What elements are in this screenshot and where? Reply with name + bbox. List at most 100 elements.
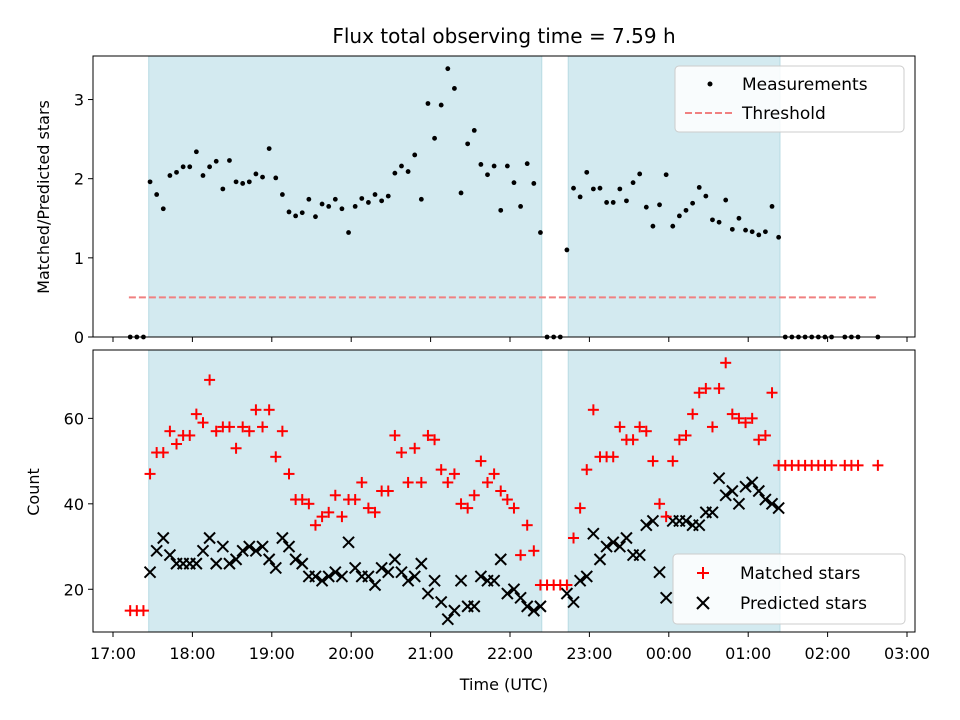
measurement-point bbox=[729, 226, 735, 232]
x-tick-label: 21:00 bbox=[408, 644, 454, 663]
predicted-star-point bbox=[620, 531, 633, 545]
matched-star-point bbox=[706, 421, 718, 433]
bottom-plot-frame bbox=[92, 349, 916, 633]
y-tick-label: 0 bbox=[74, 328, 84, 347]
legend-x-marker bbox=[696, 596, 710, 610]
measurement-point bbox=[643, 204, 649, 210]
predicted-star-point bbox=[375, 561, 388, 575]
predicted-star-point bbox=[507, 583, 521, 596]
matched-star-point bbox=[349, 494, 361, 506]
predicted-star-point bbox=[772, 501, 785, 515]
matched-star-point bbox=[243, 425, 255, 437]
measurement-point bbox=[756, 232, 762, 238]
measurement-point bbox=[207, 164, 213, 170]
measurement-point bbox=[372, 192, 378, 197]
matched-star-point bbox=[316, 511, 328, 523]
measurement-point bbox=[610, 200, 616, 205]
measurement-point bbox=[710, 217, 715, 223]
x-tick-label: 23:00 bbox=[566, 644, 612, 663]
measurement-point bbox=[193, 149, 199, 155]
predicted-star-point bbox=[223, 557, 236, 570]
matched-star-point bbox=[429, 434, 441, 446]
predicted-star-point bbox=[745, 476, 759, 489]
matched-star-point bbox=[362, 502, 374, 514]
matched-star-point bbox=[700, 382, 712, 394]
measurement-point bbox=[293, 213, 299, 219]
matched-star-point bbox=[766, 387, 778, 399]
x-tick-label: 22:00 bbox=[487, 644, 533, 663]
y-tick-label: 40 bbox=[64, 495, 84, 514]
predicted-star-point bbox=[534, 600, 547, 613]
predicted-star-point bbox=[362, 570, 375, 583]
y-tick-label: 3 bbox=[74, 91, 84, 110]
predicted-star-point bbox=[613, 540, 627, 553]
top-legend: Measurements Threshold bbox=[674, 65, 905, 133]
matched-star-point bbox=[230, 442, 242, 454]
matched-star-point bbox=[336, 511, 348, 523]
predicted-star-point bbox=[395, 565, 408, 579]
measurement-point bbox=[399, 163, 404, 169]
predicted-star-point bbox=[421, 587, 435, 600]
measurement-point bbox=[326, 203, 332, 209]
predicted-star-point bbox=[587, 527, 600, 540]
matched-star-point bbox=[660, 511, 672, 523]
matched-star-point bbox=[515, 549, 527, 561]
matched-star-point bbox=[680, 429, 692, 441]
x-tick-label: 02:00 bbox=[805, 644, 851, 663]
legend-label-predicted: Predicted stars bbox=[740, 594, 867, 614]
measurement-point bbox=[200, 173, 206, 178]
matched-star-point bbox=[137, 605, 149, 617]
measurement-point bbox=[703, 193, 709, 199]
matched-star-point bbox=[402, 476, 414, 488]
matched-star-point bbox=[382, 485, 394, 497]
measurement-point bbox=[379, 198, 385, 204]
measurement-point bbox=[657, 202, 662, 208]
predicted-star-point bbox=[382, 565, 395, 579]
matched-star-point bbox=[171, 438, 183, 450]
measurement-point bbox=[432, 135, 437, 141]
predicted-star-point bbox=[679, 514, 693, 528]
measurement-point bbox=[266, 146, 272, 152]
predicted-star-point bbox=[190, 557, 203, 570]
measurement-point bbox=[696, 184, 702, 190]
measurement-point bbox=[498, 207, 504, 213]
matched-star-point bbox=[157, 447, 169, 459]
matched-star-point bbox=[415, 476, 427, 488]
predicted-star-point bbox=[580, 570, 593, 583]
matched-star-point bbox=[746, 412, 758, 424]
predicted-star-point bbox=[368, 578, 382, 592]
measurement-point bbox=[332, 196, 338, 202]
matched-star-point bbox=[237, 421, 249, 433]
predicted-star-point bbox=[401, 574, 415, 587]
measurement-point bbox=[676, 213, 682, 219]
measurement-point bbox=[597, 185, 603, 191]
measurement-point bbox=[491, 163, 497, 169]
matched-star-point bbox=[210, 425, 222, 437]
predicted-star-point bbox=[474, 570, 488, 583]
matched-star-point bbox=[561, 579, 573, 591]
predicted-star-point bbox=[468, 600, 481, 613]
y-tick-label: 1 bbox=[74, 249, 84, 268]
legend-label-matched: Matched stars bbox=[740, 564, 860, 584]
measurement-point bbox=[299, 210, 305, 216]
measurement-point bbox=[385, 193, 391, 199]
predicted-star-point bbox=[196, 544, 210, 558]
measurement-point bbox=[471, 128, 477, 133]
top-plot-frame bbox=[92, 55, 916, 338]
measurement-point bbox=[590, 186, 596, 192]
matched-star-point bbox=[508, 502, 520, 514]
measurement-point bbox=[485, 172, 490, 178]
legend-label-measurements: Measurements bbox=[742, 75, 868, 95]
measurement-point bbox=[716, 219, 722, 225]
measurement-point bbox=[564, 247, 570, 253]
predicted-star-point bbox=[229, 553, 243, 566]
predicted-star-point bbox=[646, 514, 660, 528]
matched-star-point bbox=[521, 519, 533, 531]
measurement-point bbox=[769, 203, 775, 209]
measurement-point bbox=[366, 200, 371, 205]
predicted-star-point bbox=[216, 540, 230, 553]
predicted-star-point bbox=[693, 518, 706, 532]
predicted-star-point bbox=[322, 570, 335, 583]
matched-star-point bbox=[654, 498, 666, 510]
